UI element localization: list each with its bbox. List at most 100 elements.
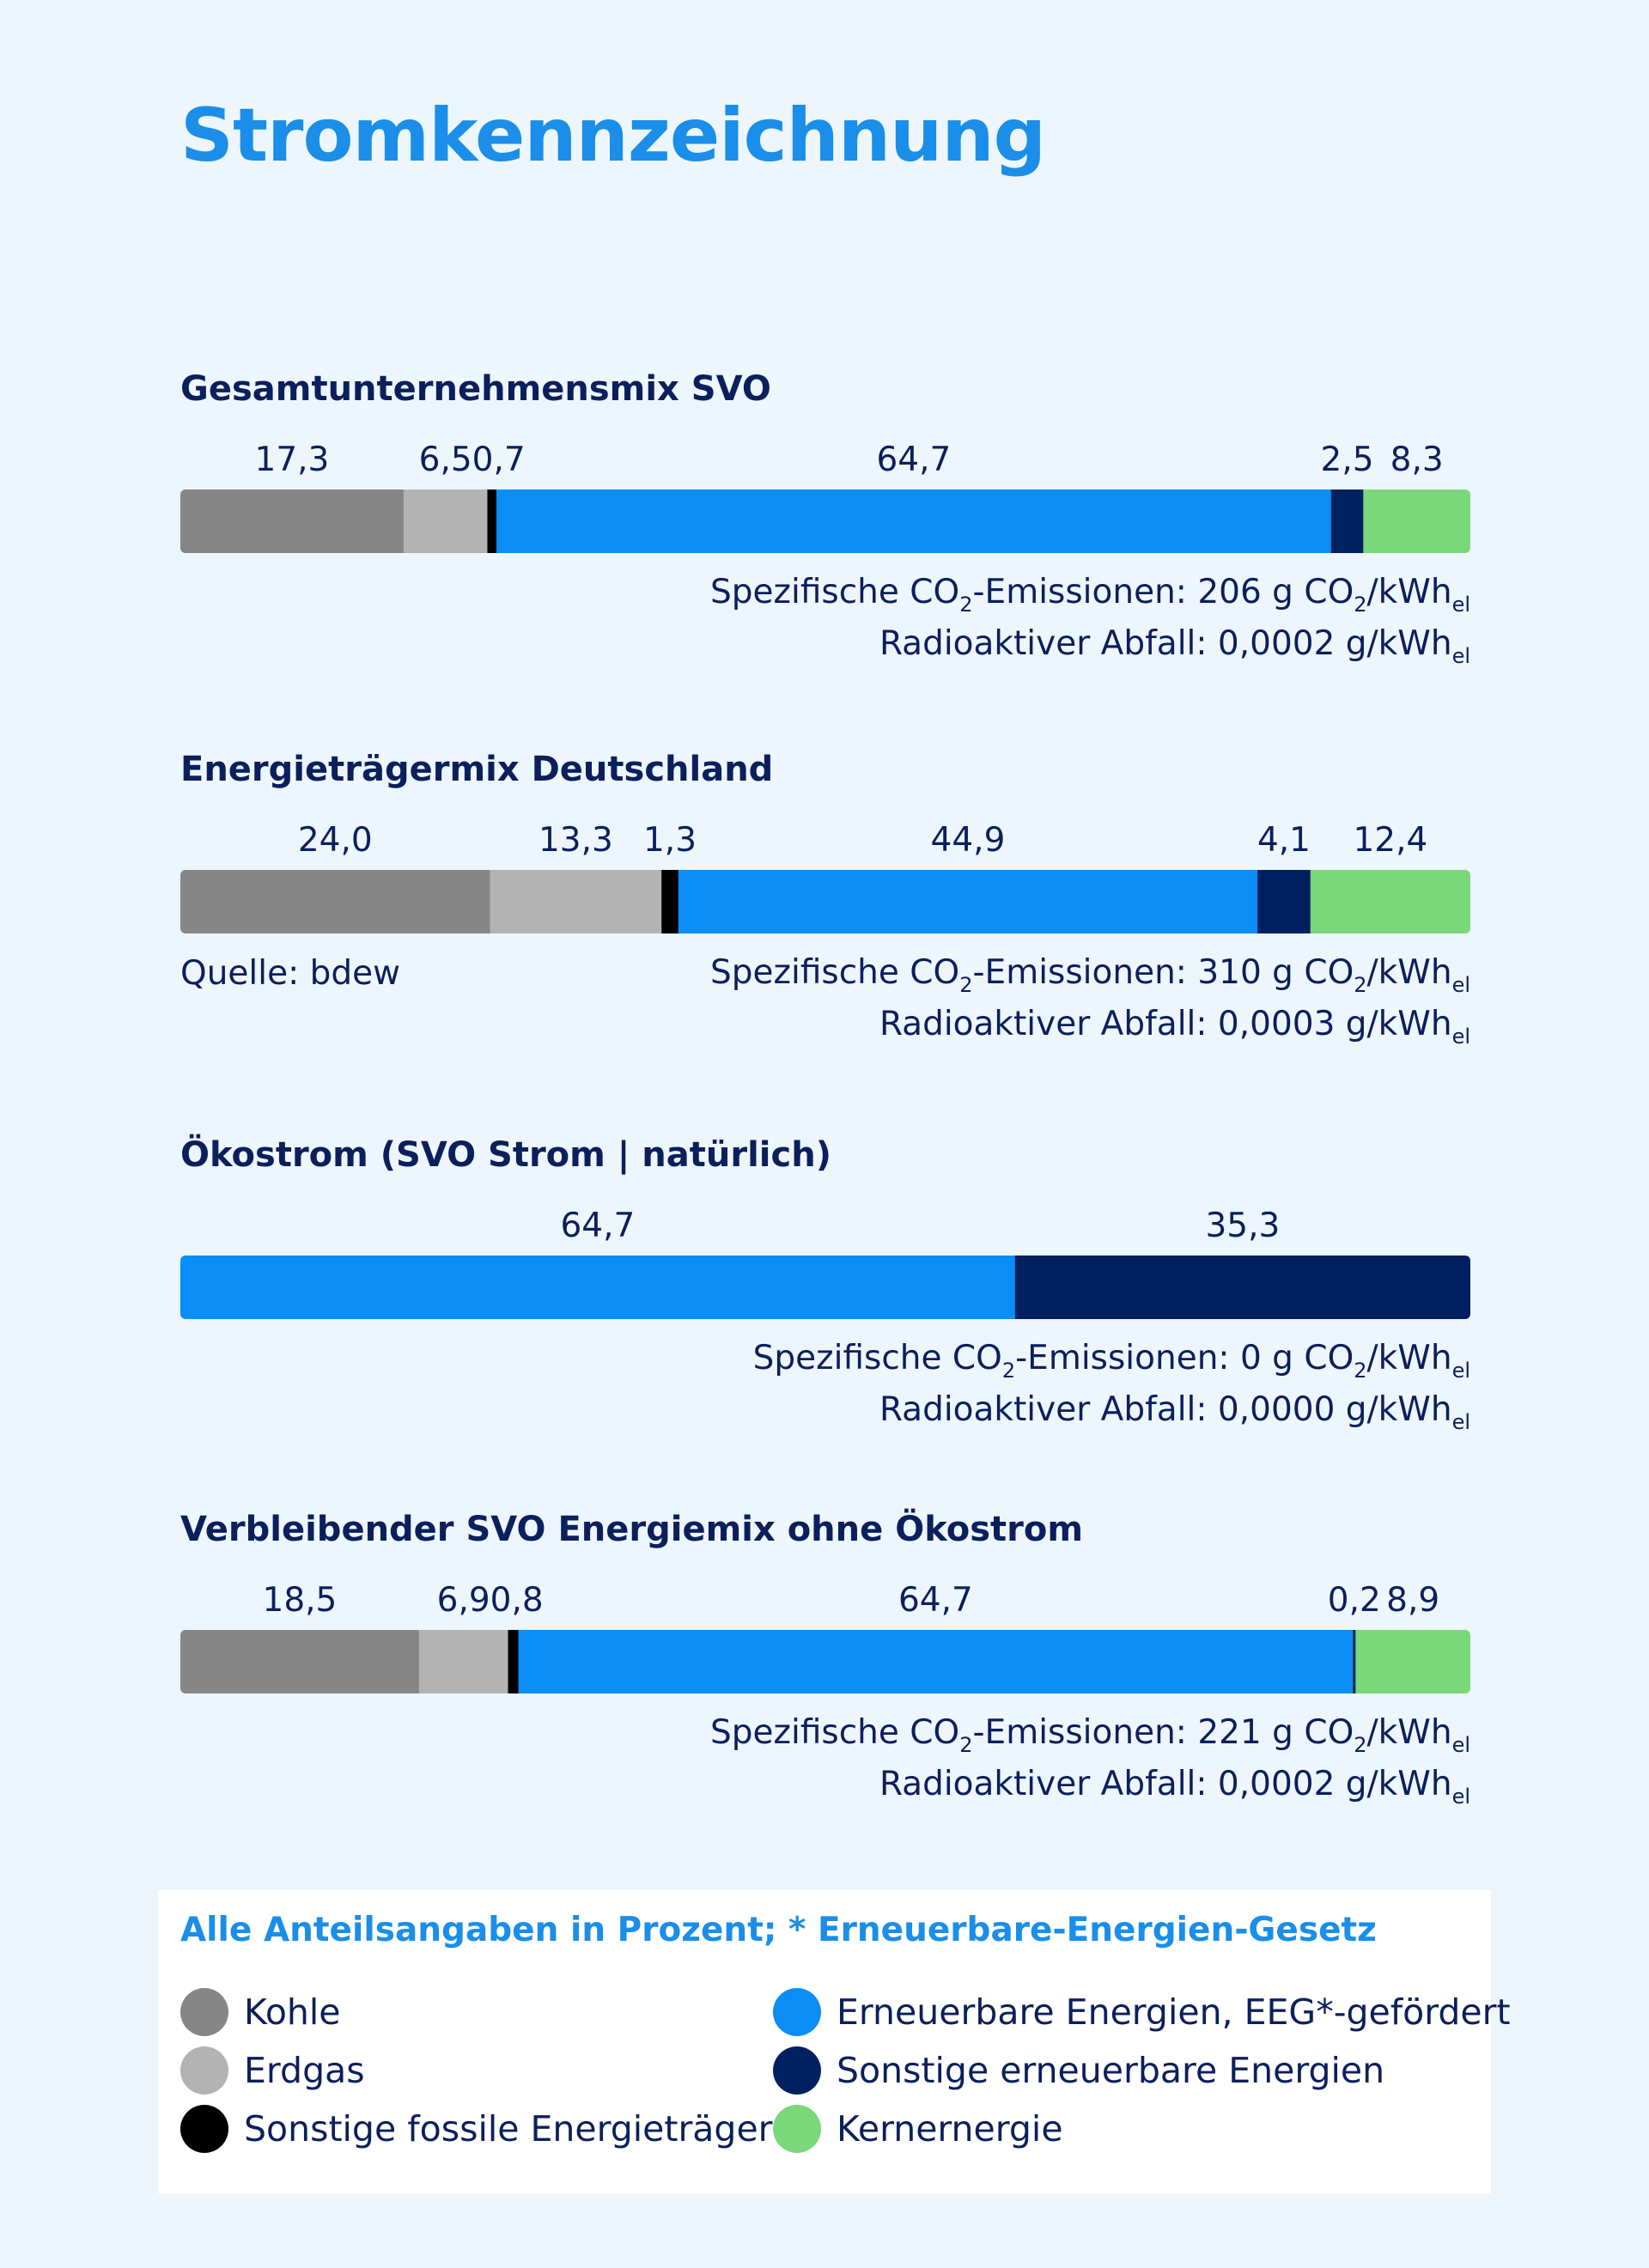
subscript: 2 [1354, 973, 1367, 997]
co2-value: 206 [1197, 573, 1262, 611]
legend-label: Erdgas [244, 2050, 365, 2091]
legend-item-sonst_fossil: Sonstige fossile Energieträger [180, 2100, 773, 2158]
text-fragment: g/kWh [1335, 624, 1452, 663]
value-label: 0,8 [490, 1581, 544, 1620]
co2-emissions: Spezifische CO2-Emissionen: 0 g CO2/kWhe… [753, 1333, 1470, 1384]
legend-item-kern: Kernernergie [773, 2100, 1511, 2158]
radioactive-waste: Radioaktiver Abfall: 0,0002 g/kWhel [710, 1759, 1470, 1810]
value-label: 8,9 [1386, 1581, 1439, 1620]
value-label: 64,7 [560, 1207, 635, 1245]
text-fragment: Spezifische CO [710, 953, 960, 992]
co2-emissions: Spezifische CO2-Emissionen: 206 g CO2/kW… [710, 567, 1470, 618]
subscript: 2 [1001, 1359, 1016, 1383]
value-label: 6,9 [437, 1581, 490, 1620]
legend-swatch [180, 2105, 228, 2153]
bar-segments [180, 489, 1470, 553]
value-label: 1,3 [643, 821, 697, 860]
text-fragment: /kWh [1366, 1713, 1452, 1752]
bar-segment-kern [1363, 489, 1470, 553]
page-title: Stromkennzeichnung [180, 93, 1046, 179]
bar-segment-sonst_fossil [661, 870, 679, 933]
radioactive-waste: Radioaktiver Abfall: 0,0002 g/kWhel [710, 618, 1470, 670]
legend-column-2: Erneuerbare Energien, EEG*-gefördert Sons… [773, 1983, 1511, 2158]
stacked-bar: 17,3 6,5 0,7 64,7 2,5 8,3 [180, 441, 1470, 553]
legend: Alle Anteilsangaben in Prozent; * Erneue… [158, 1890, 1511, 2193]
legend-item-sonst_ee: Sonstige erneuerbare Energien [773, 2041, 1511, 2100]
value-label: 24,0 [298, 821, 373, 860]
emissions-info: Spezifische CO2-Emissionen: 221 g CO2/kW… [710, 1707, 1470, 1810]
waste-value: 0,0000 [1217, 1390, 1336, 1429]
legend-item-eeg: Erneuerbare Energien, EEG*-gefördert [773, 1983, 1511, 2041]
text-fragment: g CO [1261, 1339, 1354, 1377]
subscript: el [1451, 1733, 1470, 1757]
chart-title: Ökostrom (SVO Strom | natürlich) [180, 1135, 831, 1175]
bar-segments [180, 870, 1470, 933]
legend-label: Erneuerbare Energien, EEG*-gefördert [837, 1991, 1511, 2033]
co2-emissions: Spezifische CO2-Emissionen: 310 g CO2/kW… [710, 947, 1470, 999]
text-fragment: Radioaktiver Abfall: [879, 1005, 1218, 1043]
value-label: 6,5 [419, 441, 472, 479]
chart-4: Verbleibender SVO Energiemix ohne Ökostr… [180, 1510, 1470, 1819]
chart-title: Energieträgermix Deutschland [180, 750, 774, 789]
stacked-bar: 18,5 6,9 0,8 64,7 0,2 8,9 [180, 1581, 1470, 1693]
legend-item-kohle: Kohle [180, 1983, 773, 2041]
legend-item-erdgas: Erdgas [180, 2041, 773, 2100]
text-fragment: -Emissionen: [972, 953, 1198, 992]
emissions-info: Spezifische CO2-Emissionen: 310 g CO2/kW… [710, 947, 1470, 1050]
subscript: el [1451, 1410, 1470, 1434]
bar-segment-sonst_ee [1014, 1256, 1470, 1319]
subscript: 2 [959, 973, 973, 997]
co2-value: 310 [1197, 953, 1262, 992]
co2-value: 221 [1197, 1713, 1262, 1752]
legend-column-1: Kohle Erdgas Sonstige fossile Energieträge… [180, 1983, 773, 2158]
text-fragment: g CO [1261, 953, 1354, 992]
legend-swatch [180, 2046, 228, 2095]
subscript: 2 [1354, 1359, 1367, 1383]
bar-segment-sonst_fossil [508, 1630, 520, 1693]
chart-1: Gesamtunternehmensmix SVO 17,3 6,5 0,7 64,7 2… [180, 369, 1470, 678]
bar-segment-erdgas [490, 870, 662, 933]
bar-segment-eeg [180, 1256, 1016, 1319]
subscript: 2 [959, 1733, 973, 1757]
value-label: 12,4 [1353, 821, 1427, 860]
value-label: 17,3 [255, 441, 330, 479]
legend-label: Sonstige fossile Energieträger [244, 2108, 773, 2149]
value-label: 4,1 [1257, 821, 1311, 860]
radioactive-waste: Radioaktiver Abfall: 0,0003 g/kWhel [710, 999, 1470, 1050]
text-fragment: Radioaktiver Abfall: [879, 1765, 1218, 1803]
bar-segment-sonst_ee [1257, 870, 1311, 933]
bar-segment-eeg [518, 1630, 1354, 1693]
subscript: el [1451, 1359, 1470, 1383]
text-fragment: Spezifische CO [710, 1713, 960, 1752]
value-label: 64,7 [898, 1581, 973, 1620]
subscript: 2 [959, 593, 973, 617]
stacked-bar: 64,7 35,3 [180, 1207, 1470, 1319]
value-label: 0,2 [1328, 1581, 1381, 1620]
legend-swatch [773, 2105, 821, 2153]
subscript: el [1451, 1785, 1470, 1809]
emissions-info: Spezifische CO2-Emissionen: 0 g CO2/kWhe… [753, 1333, 1470, 1436]
bar-segment-kohle [180, 489, 405, 553]
bar-segment-kohle [180, 1630, 420, 1693]
text-fragment: Spezifische CO [710, 573, 960, 611]
text-fragment: Radioaktiver Abfall: [879, 624, 1218, 663]
legend-label: Kernernergie [837, 2108, 1063, 2149]
stacked-bar: 24,0 13,3 1,3 44,9 4,1 12,4 [180, 821, 1470, 933]
subscript: el [1451, 593, 1470, 617]
legend-swatch [180, 1988, 228, 2036]
text-fragment: g/kWh [1335, 1005, 1452, 1043]
radioactive-waste: Radioaktiver Abfall: 0,0000 g/kWhel [753, 1384, 1470, 1436]
source-note: Quelle: bdew [180, 954, 401, 993]
waste-value: 0,0002 [1217, 624, 1336, 663]
bar-segment-sonst_ee [1330, 489, 1364, 553]
legend-label: Sonstige erneuerbare Energien [837, 2050, 1385, 2091]
bar-segment-erdgas [418, 1630, 509, 1693]
bar-segment-eeg [496, 489, 1332, 553]
subscript: el [1451, 1025, 1470, 1049]
legend-swatch [773, 1988, 821, 2036]
text-fragment: g CO [1261, 1713, 1354, 1752]
legend-swatch [773, 2046, 821, 2095]
value-label: 64,7 [876, 441, 951, 479]
text-fragment: Radioaktiver Abfall: [879, 1390, 1218, 1429]
subscript: el [1451, 973, 1470, 997]
